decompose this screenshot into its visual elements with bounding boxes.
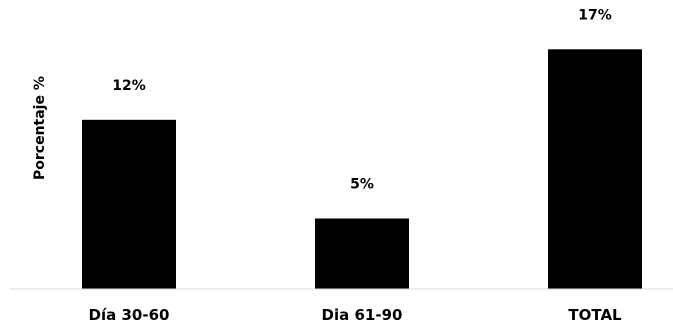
y-axis-label-text: Porcentaje % xyxy=(32,76,48,180)
y-axis-label: Porcentaje % xyxy=(32,76,48,180)
x-tick-label-1: Día 30-60 xyxy=(89,306,170,324)
data-label-3: 17% xyxy=(578,7,612,23)
bars-group xyxy=(82,49,642,289)
x-tick-label-2: Dia 61-90 xyxy=(322,306,403,324)
data-label-2: 5% xyxy=(350,177,374,193)
bar-3 xyxy=(548,49,642,289)
x-tick-label-3: TOTAL xyxy=(568,306,622,324)
labels-group: 12% Día 30-60 5% Dia 61-90 17% TOTAL xyxy=(89,7,623,324)
bar-1 xyxy=(82,119,176,289)
data-label-1: 12% xyxy=(112,78,146,94)
bar-2 xyxy=(315,218,409,289)
